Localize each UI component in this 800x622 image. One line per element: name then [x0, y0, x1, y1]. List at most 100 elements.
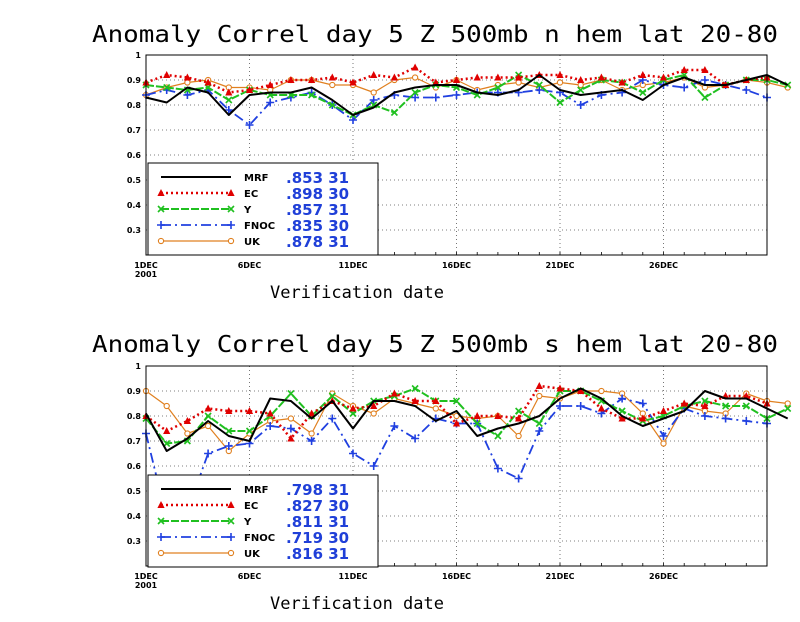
data-point — [701, 402, 709, 409]
x-tick-label: 6DEC — [238, 572, 262, 581]
data-point — [390, 108, 398, 117]
legend-marker — [227, 533, 235, 541]
legend-label: EC — [244, 501, 258, 512]
data-point — [742, 86, 751, 94]
data-point — [329, 81, 336, 89]
legend-marker — [157, 517, 165, 525]
data-point — [535, 81, 543, 89]
legend-score: .835 30 — [286, 217, 349, 235]
data-point — [225, 88, 233, 96]
data-point — [515, 432, 522, 440]
legend-label: Y — [243, 517, 252, 528]
chart-panel-nhem: Anomaly Correl day 5 Z 500mb n hem lat 2… — [92, 22, 792, 303]
data-point — [204, 404, 212, 412]
data-point — [618, 414, 626, 422]
legend-entry-uk: UK .816 31 — [157, 545, 349, 563]
data-point — [390, 422, 399, 430]
data-point — [494, 83, 502, 92]
data-point — [680, 83, 689, 92]
y-tick-label: 0.8 — [127, 412, 142, 421]
data-point — [742, 402, 750, 410]
data-point — [431, 93, 440, 102]
legend-marker — [157, 205, 165, 213]
data-point — [349, 78, 357, 86]
legend-marker — [227, 237, 235, 245]
data-point — [721, 414, 730, 423]
data-point — [701, 66, 709, 73]
y-tick-label: 1 — [135, 51, 141, 60]
legend-label: EC — [244, 189, 258, 200]
data-point — [659, 432, 668, 440]
data-point — [597, 73, 605, 81]
data-point — [411, 74, 419, 81]
y-tick-label: 1 — [135, 362, 141, 371]
legend-label: UK — [244, 549, 261, 560]
data-point — [618, 394, 627, 403]
data-point — [308, 409, 316, 417]
data-point — [184, 430, 191, 437]
y-tick-label: 0.9 — [127, 387, 142, 396]
data-point — [722, 402, 730, 410]
data-point — [660, 440, 667, 447]
data-point — [556, 79, 564, 86]
data-point — [556, 71, 564, 78]
data-point — [286, 424, 295, 433]
data-point — [784, 404, 792, 413]
legend-marker — [227, 205, 235, 213]
data-point — [742, 417, 751, 425]
legend-entry-fnoc: FNOC .835 30 — [157, 217, 349, 235]
data-point — [494, 412, 502, 419]
data-point — [224, 106, 233, 114]
data-point — [204, 422, 212, 430]
data-point — [515, 73, 523, 81]
data-point — [349, 116, 357, 124]
data-point — [536, 392, 543, 400]
data-point — [328, 101, 336, 109]
y-tick-label: 0.9 — [127, 76, 142, 85]
y-tick-label: 0.6 — [127, 462, 142, 471]
legend-score: .811 31 — [286, 513, 349, 531]
x-tick-label: 11DEC — [338, 572, 367, 581]
data-point — [183, 417, 191, 424]
y-tick-label: 0.4 — [127, 512, 142, 521]
legend-marker — [157, 237, 165, 245]
data-point — [370, 89, 377, 96]
legend-entry-ec: EC .827 30 — [157, 497, 349, 515]
data-point — [390, 389, 398, 397]
series-line — [145, 387, 789, 452]
y-tick-label: 0.8 — [127, 101, 142, 110]
data-point — [577, 81, 584, 89]
series-line — [145, 74, 789, 116]
y-tick-label: 0.3 — [127, 226, 141, 235]
data-point — [473, 412, 481, 419]
data-point — [535, 382, 543, 389]
legend-entry-ec: EC .898 30 — [157, 185, 349, 203]
legend-label: FNOC — [244, 221, 275, 232]
chart-title: Anomaly Correl day 5 Z 500mb s hem lat 2… — [92, 332, 778, 358]
data-point — [328, 392, 336, 400]
data-point — [700, 76, 709, 84]
data-point — [515, 407, 523, 415]
legend-label: MRF — [244, 173, 268, 184]
legend-marker — [227, 517, 235, 525]
data-point — [204, 412, 212, 420]
data-point — [163, 402, 170, 410]
data-point — [369, 96, 378, 104]
legend-entry-mrf: MRF .798 31 — [161, 481, 349, 499]
x-tick-label: 16DEC — [442, 261, 471, 270]
data-point — [473, 73, 481, 81]
data-point — [452, 397, 461, 405]
data-point — [556, 384, 564, 392]
legend-label: Y — [243, 205, 252, 216]
data-point — [184, 79, 191, 86]
series-mrf — [145, 74, 789, 116]
data-point — [390, 73, 398, 81]
data-point — [556, 402, 564, 410]
x-axis-label: Verification date — [270, 283, 444, 303]
data-point — [328, 73, 336, 81]
data-point — [577, 86, 585, 94]
series-mrf — [145, 387, 789, 452]
x-tick-label: 26DEC — [649, 572, 678, 581]
chart-panel-shem: Anomaly Correl day 5 Z 500mb s hem lat 2… — [92, 332, 792, 614]
